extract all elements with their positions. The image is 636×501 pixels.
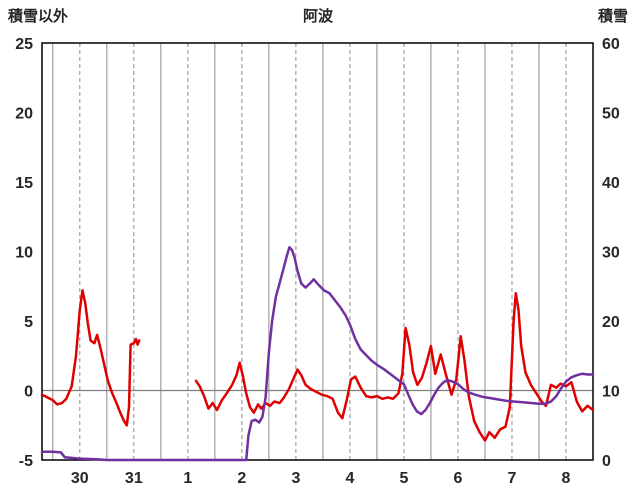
left-axis-tick-label: 10 — [15, 245, 33, 262]
x-axis-tick-label: 8 — [562, 470, 571, 487]
right-axis-tick-label: 40 — [602, 175, 620, 192]
x-axis-tick-label: 31 — [125, 470, 143, 487]
left-axis-tick-label: 0 — [24, 384, 33, 401]
chart-title: 阿波 — [302, 8, 333, 25]
left-axis-tick-label: 5 — [24, 314, 33, 331]
x-axis-tick-label: 30 — [71, 470, 89, 487]
x-axis-tick-label: 4 — [345, 470, 354, 487]
series-snow-line — [40, 246, 595, 462]
plot-border — [41, 42, 594, 461]
x-axis-tick-label: 7 — [508, 470, 517, 487]
left-axis-tick-label: 20 — [15, 106, 33, 123]
left-axis-tick-label: 25 — [15, 36, 33, 53]
right-axis-tick-label: 30 — [602, 245, 620, 262]
right-axis-tick-label: 10 — [602, 384, 620, 401]
x-axis-tick-label: 1 — [183, 470, 192, 487]
right-axis-tick-label: 20 — [602, 314, 620, 331]
right-axis-tick-label: 50 — [602, 106, 620, 123]
x-axis-tick-label: 6 — [453, 470, 462, 487]
right-axis-tick-label: 60 — [602, 36, 620, 53]
right-axis-title: 積雪 — [597, 8, 628, 25]
right-axis-tick-label: 0 — [602, 453, 611, 470]
x-axis-tick-label: 5 — [399, 470, 408, 487]
series-temperature-line — [40, 289, 141, 427]
x-axis-tick-label: 3 — [291, 470, 300, 487]
series-temperature-line — [194, 291, 595, 442]
x-axis-tick-label: 2 — [237, 470, 246, 487]
left-axis-tick-label: 15 — [15, 175, 33, 192]
left-axis-tick-label: -5 — [19, 453, 33, 470]
left-axis-title: 積雪以外 — [8, 8, 69, 25]
